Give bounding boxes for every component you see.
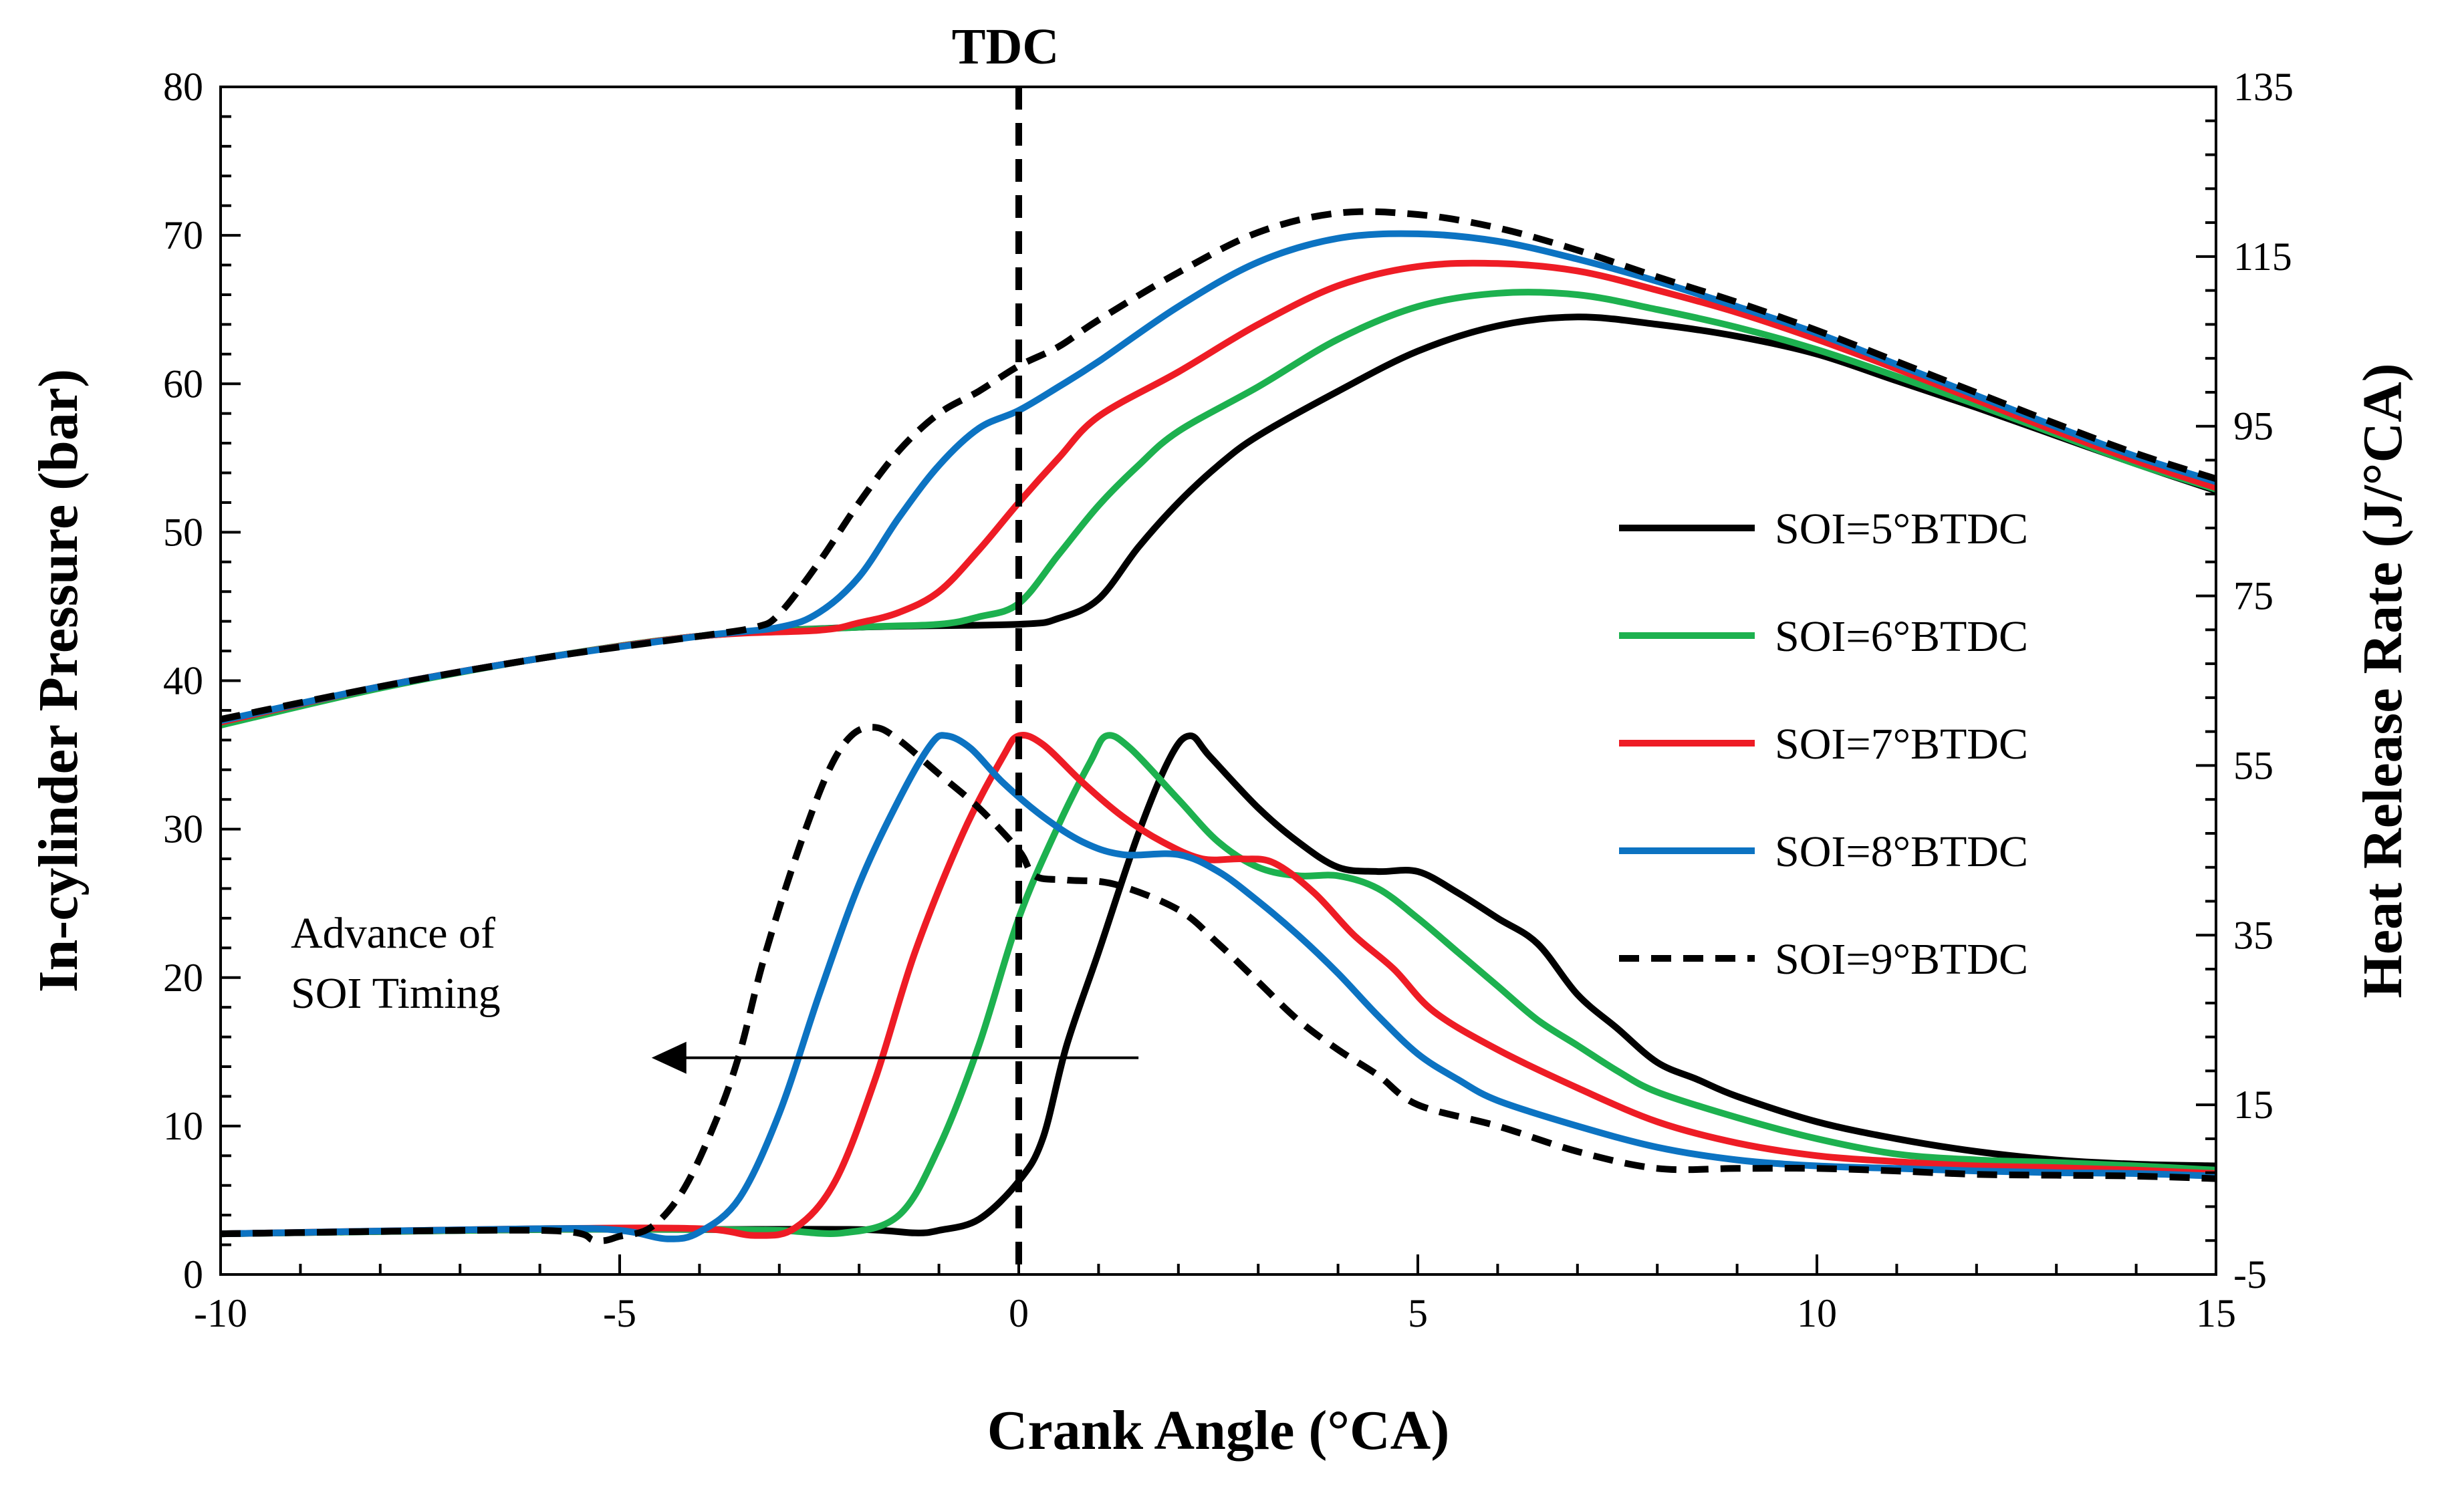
y-left-tick-label: 30 [163, 807, 203, 851]
pressure-curve-soi-9 [219, 208, 2217, 723]
hrr-curve-soi-7 [220, 732, 2217, 1239]
y-left-axis-ticks: 0 10 20 30 40 50 60 70 80 [163, 65, 241, 1297]
legend-label-soi-5: SOI=5°BTDC [1775, 505, 2028, 553]
annotation: Advance of SOI Timing [291, 909, 1139, 1074]
x-tick-label: -10 [194, 1291, 247, 1335]
y-left-tick-label: 20 [163, 956, 203, 1000]
y-right-tick-label: 115 [2233, 235, 2292, 279]
x-tick-label: -5 [603, 1291, 636, 1335]
advance-arrow-head [651, 1041, 687, 1074]
legend-label-soi-8: SOI=8°BTDC [1775, 827, 2028, 876]
tdc-label: TDC [952, 19, 1059, 75]
x-tick-label: 5 [1408, 1291, 1428, 1335]
y-left-tick-label: 0 [183, 1252, 203, 1297]
annotation-line-1: Advance of [291, 909, 495, 958]
hrr-curve-soi-5 [220, 732, 2217, 1238]
y-left-tick-label: 40 [163, 659, 203, 703]
x-tick-label: 10 [1797, 1291, 1837, 1335]
legend-label-soi-6: SOI=6°BTDC [1775, 612, 2028, 661]
y-right-tick-label: -5 [2233, 1252, 2267, 1297]
y-right-tick-label: 15 [2233, 1083, 2273, 1127]
y-right-tick-label: 75 [2233, 574, 2273, 618]
x-tick-label: 0 [1009, 1291, 1029, 1335]
y-left-axis-title: In-cylinder Pressure (bar) [27, 369, 90, 992]
y-left-tick-label: 60 [163, 362, 203, 406]
plot-frame [219, 86, 2217, 1276]
annotation-line-2: SOI Timing [291, 969, 501, 1018]
legend-label-soi-7: SOI=7°BTDC [1775, 720, 2028, 769]
y-right-axis-ticks: -5 15 35 55 75 95 115 135 [2196, 65, 2294, 1297]
hrr-curve-soi-6 [220, 732, 2217, 1238]
y-right-tick-label: 55 [2233, 743, 2273, 787]
y-right-tick-label: 35 [2233, 913, 2273, 957]
legend-label-soi-9: SOI=9°BTDC [1775, 935, 2028, 984]
y-left-tick-label: 50 [163, 510, 203, 554]
x-axis-title: Crank Angle (°CA) [987, 1399, 1450, 1462]
y-right-tick-label: 135 [2233, 65, 2294, 109]
y-left-tick-label: 70 [163, 213, 203, 257]
y-left-tick-label: 80 [163, 65, 203, 109]
y-left-tick-label: 10 [163, 1104, 203, 1148]
hrr-curve-soi-8 [220, 732, 2217, 1242]
y-right-axis-title: Heat Release Rate (J/°CA) [2352, 363, 2414, 998]
curves-layer [219, 208, 2217, 1244]
x-axis-ticks: -10 -5 0 5 10 15 [194, 1254, 2236, 1335]
y-right-tick-label: 95 [2233, 404, 2273, 448]
legend: SOI=5°BTDC SOI=6°BTDC SOI=7°BTDC SOI=8°BTDC… [1619, 505, 2028, 984]
x-tick-label: 15 [2196, 1291, 2236, 1335]
